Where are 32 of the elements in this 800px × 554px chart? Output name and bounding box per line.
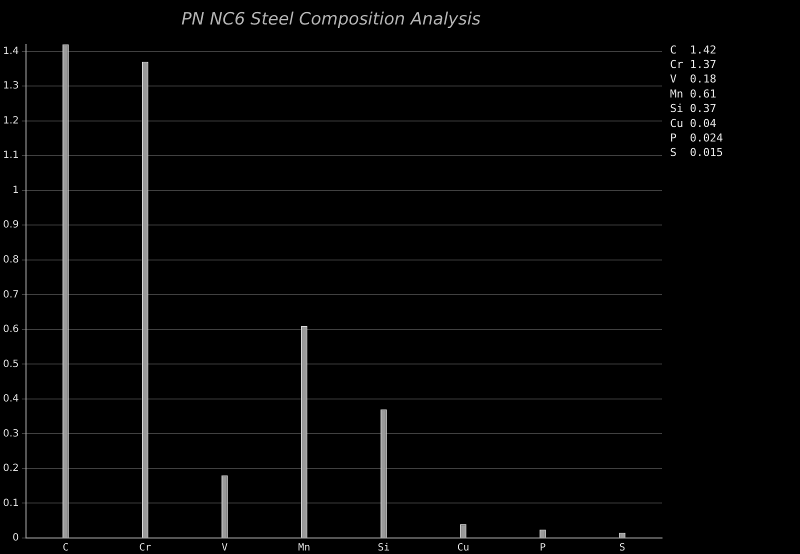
text: Mn 0.61	[670, 87, 716, 100]
x-tick-label: S	[619, 542, 626, 554]
x-tick-label: V	[222, 542, 228, 554]
y-tick-label: 0.3	[2, 428, 19, 440]
x-tick-label: Cr	[139, 542, 152, 554]
text: Cr 1.37	[670, 58, 716, 71]
y-tick-label: 1.1	[2, 150, 19, 162]
y-tick-label: 0	[12, 532, 19, 544]
y-tick-label: 0.9	[2, 220, 19, 231]
y-tick-label: 1	[12, 184, 19, 196]
text: Cu 0.04	[670, 116, 717, 130]
text: V 0.18	[670, 72, 716, 86]
y-tick-label: 1.4	[2, 46, 19, 57]
text: S 0.015	[670, 146, 723, 160]
y-tick-label: 0.2	[2, 463, 19, 474]
y-tick-label: 0.7	[2, 289, 19, 300]
text: Si 0.37	[670, 102, 716, 116]
y-tick-label: 0.8	[2, 254, 19, 266]
y-tick-label: 0.4	[2, 394, 19, 405]
x-tick-label: Si	[378, 542, 390, 554]
x-tick-label: C	[62, 542, 69, 554]
x-tick-label: Cu	[457, 542, 470, 554]
y-tick-label: 0.5	[2, 358, 19, 370]
y-tick-label: 0.1	[2, 498, 19, 509]
y-tick-label: 1.2	[2, 115, 19, 126]
y-tick-label: 0.6	[2, 324, 19, 336]
chart-title: PN NC6 Steel Composition Analysis	[181, 10, 481, 30]
text: P 0.024	[670, 131, 724, 144]
x-tick-label: P	[540, 542, 546, 554]
y-tick-label: 1.3	[2, 80, 19, 92]
text: C 1.42	[670, 43, 716, 56]
x-tick-label: Mn	[298, 542, 310, 554]
